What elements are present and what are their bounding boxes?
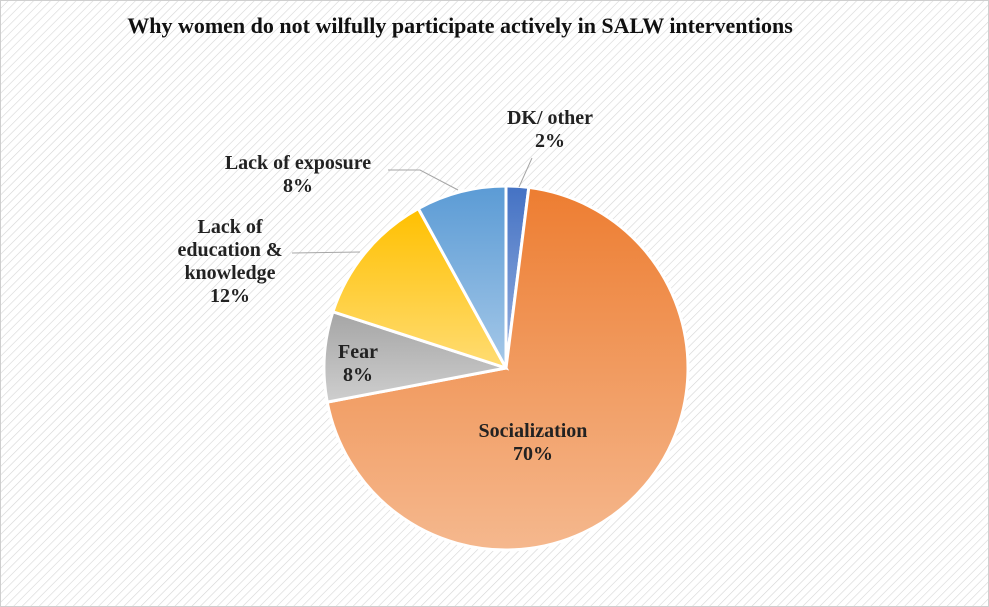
data-label: DK/ other 2% xyxy=(480,107,620,153)
pie-slice xyxy=(322,309,507,404)
pie-slice xyxy=(416,184,508,369)
leader-lines xyxy=(291,157,533,254)
data-label: Socialization 70% xyxy=(433,420,633,466)
leader-line xyxy=(388,169,459,191)
value-label: 12% xyxy=(210,285,250,307)
pie xyxy=(322,184,690,552)
value-label: 2% xyxy=(535,130,565,152)
value-label: 70% xyxy=(513,443,553,465)
value-label: 8% xyxy=(283,175,313,197)
chart-title: Why women do not wilfully participate ac… xyxy=(127,13,793,38)
value-label: 8% xyxy=(343,364,373,386)
data-label: Lack of exposure 8% xyxy=(198,152,398,198)
leader-line xyxy=(291,251,361,254)
category-label: Lack of exposure xyxy=(224,152,372,174)
data-label: Fear 8% xyxy=(318,341,398,387)
data-label: Lack of education & knowledge 12% xyxy=(160,216,300,308)
category-label: Lack of education & knowledge xyxy=(177,216,283,284)
category-label: Socialization xyxy=(478,420,588,442)
pie-slice xyxy=(331,206,510,371)
leader-line xyxy=(518,157,533,188)
category-label: DK/ other xyxy=(506,107,594,129)
category-label: Fear xyxy=(338,341,378,363)
